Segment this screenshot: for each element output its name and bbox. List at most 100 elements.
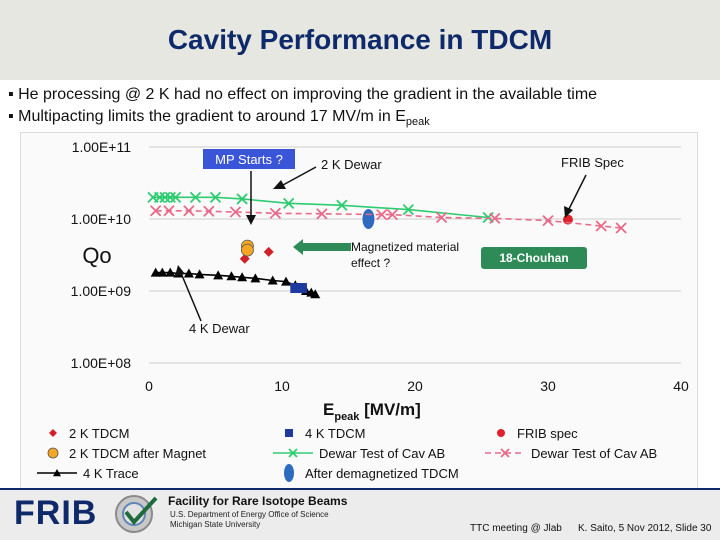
footer-line (0, 488, 720, 490)
series-4-point-1 (154, 191, 166, 203)
dewar-2k-arrowhead (273, 180, 286, 189)
frib-spec-label: FRIB Spec (561, 155, 624, 170)
legend-item-5: After demagnetized TDCM (284, 464, 459, 482)
bullet-1-text: ▪ He processing @ 2 K had no effect on i… (8, 86, 598, 103)
legend-item-4-label: Dewar Test of Cav AB (319, 446, 445, 461)
y-tick-label-1: 1.00E+09 (71, 283, 132, 299)
legend-item-5-label: After demagnetized TDCM (305, 466, 459, 481)
legend-item-2: 4 K Trace (37, 466, 139, 481)
series-4-point-6 (209, 191, 222, 203)
series-3-point-1 (296, 283, 307, 294)
footer-author: K. Saito, 5 Nov 2012, Slide 30 (578, 523, 712, 534)
legend-item-2-marker (53, 469, 61, 477)
series-2-point-0 (150, 267, 161, 277)
dewar-4k-label: 4 K Dewar (189, 321, 250, 336)
legend-item-6-marker (497, 429, 505, 437)
bullet-2-sub: peak (405, 116, 430, 129)
footer-meeting: TTC meeting @ Jlab (470, 523, 562, 534)
facility-subline-1: U.S. Department of Energy Office of Scie… (170, 510, 329, 519)
legend-item-6-label: FRIB spec (517, 426, 578, 441)
mp-starts-arrowhead (246, 215, 256, 225)
series-2-point-4 (183, 268, 194, 278)
magnetized-label-2: effect ? (351, 256, 390, 270)
series-2-point-5 (194, 269, 205, 279)
y-tick-label-2: 1.00E+10 (71, 211, 132, 227)
series-7-point-1 (163, 205, 175, 217)
y-axis-label: Qo (82, 243, 111, 268)
series-2-point-10 (267, 275, 278, 285)
x-tick-label-1: 10 (274, 378, 290, 394)
series-2-point-6 (213, 270, 224, 280)
chart-series (147, 191, 627, 299)
series-2-point-9 (250, 273, 261, 283)
series-5-point-0 (362, 209, 375, 229)
series-4-point-7 (236, 193, 248, 205)
legend-item-5-marker (284, 464, 294, 482)
y-tick-label-3: 1.00E+11 (72, 139, 132, 155)
magnetized-label-1: Magnetized material (351, 240, 459, 254)
series-7-point-4 (229, 206, 242, 218)
dewar-2k-arrow (282, 166, 317, 186)
series-1 (241, 239, 254, 257)
x-axis-label: Epeak [MV/m] (323, 400, 421, 423)
bullet-list: ▪ He processing @ 2 K had no effect on i… (8, 84, 597, 133)
series-2-point-7 (226, 271, 237, 281)
legend-item-4-marker (288, 448, 298, 458)
x-tick-labels: 0 10 20 30 40 (145, 378, 689, 394)
y-tick-label-0: 1.00E+08 (71, 355, 132, 371)
series-7-point-2 (183, 205, 195, 217)
series-0-point-1 (263, 246, 274, 257)
frib-spec-arrow (568, 174, 587, 210)
series-2-point-15 (310, 289, 321, 299)
chart-legend: 2 K TDCM 2 K TDCM after Magnet 4 K Trace 4 … (37, 426, 657, 482)
bullet-2: ▪ Multipacting limits the gradient to ar… (8, 106, 597, 133)
series-4-point-10 (402, 203, 414, 216)
legend-item-1-marker (47, 447, 59, 459)
dewar-2k-label: 2 K Dewar (321, 157, 382, 172)
legend-item-0-marker (49, 429, 57, 437)
dewar-4k-arrow (180, 272, 202, 322)
facility-subline-2: Michigan State University (170, 520, 261, 529)
series-7-point-11 (542, 214, 554, 227)
chouhan-label: 18-Chouhan (499, 251, 568, 265)
series-7 (150, 205, 627, 234)
series-7-point-12 (595, 220, 607, 232)
chart-panel: 1.00E+08 1.00E+09 1.00E+10 1.00E+11 0 10 20 30… (20, 132, 698, 490)
magnetized-arrow (293, 239, 351, 255)
frib-spec-arrowhead (564, 206, 573, 218)
legend-item-0: 2 K TDCM (49, 426, 129, 441)
series-4-point-3 (164, 191, 176, 203)
legend-item-1: 2 K TDCM after Magnet (47, 446, 206, 461)
series-7-point-3 (203, 205, 215, 217)
legend-item-6: FRIB spec (497, 426, 578, 441)
bullet-2-text: ▪ Multipacting limits the gradient to ar… (8, 108, 406, 125)
series-3-point-0 (290, 283, 301, 294)
series-2-point-8 (237, 272, 248, 282)
x-tick-label-4: 40 (673, 378, 689, 394)
facility-name: Facility for Rare Isotope Beams (168, 494, 348, 508)
slide-title: Cavity Performance in TDCM (167, 24, 553, 55)
series-4-point-8 (283, 197, 295, 209)
series-4-point-2 (159, 191, 171, 203)
bullet-1: ▪ He processing @ 2 K had no effect on i… (8, 84, 597, 106)
frib-logo: FRIB (14, 494, 98, 532)
series-7-point-5 (269, 207, 281, 219)
series-4 (147, 191, 494, 224)
x-tick-label-2: 20 (407, 378, 423, 394)
series-5 (362, 209, 375, 229)
legend-item-7-label: Dewar Test of Cav AB (531, 446, 657, 461)
msu-seal-icon (115, 495, 158, 533)
legend-item-3-label: 4 K TDCM (305, 426, 365, 441)
y-tick-labels: 1.00E+08 1.00E+09 1.00E+10 1.00E+11 (71, 139, 132, 371)
legend-item-1-label: 2 K TDCM after Magnet (69, 446, 206, 461)
series-1-point-1 (241, 243, 254, 257)
series-4-point-9 (336, 199, 348, 211)
series-7-point-6 (316, 208, 328, 220)
series-7-point-0 (150, 205, 162, 217)
series-2-point-11 (280, 276, 291, 286)
legend-item-7: Dewar Test of Cav AB (485, 446, 657, 461)
series-7-point-13 (615, 222, 627, 234)
legend-item-3-marker (285, 429, 293, 437)
mp-starts-label: MP Starts ? (215, 152, 283, 167)
legend-item-3: 4 K TDCM (285, 426, 365, 441)
